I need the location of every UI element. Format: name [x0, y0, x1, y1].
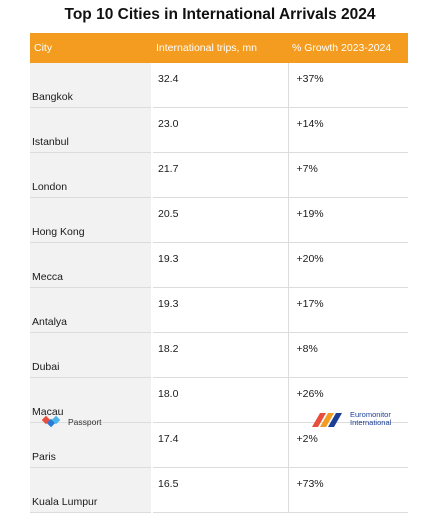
- passport-label: Passport: [68, 417, 102, 427]
- city-cell: Istanbul: [30, 107, 153, 153]
- city-cell: Dubai: [30, 332, 153, 378]
- growth-cell: +37%: [288, 63, 408, 108]
- trips-cell: 18.0: [152, 377, 289, 423]
- trips-cell: 19.3: [152, 242, 289, 288]
- passport-icon: [42, 415, 61, 428]
- city-cell: Mecca: [30, 242, 153, 288]
- growth-cell: +8%: [288, 332, 408, 378]
- table-row: Istanbul 23.0 +14%: [30, 107, 408, 153]
- growth-cell: +20%: [288, 242, 408, 288]
- arrivals-table: City International trips, mn % Growth 20…: [30, 33, 408, 513]
- growth-cell: +73%: [288, 467, 408, 513]
- table-row: Dubai 18.2 +8%: [30, 332, 408, 378]
- city-cell: London: [30, 152, 153, 198]
- trips-cell: 23.0: [152, 107, 289, 153]
- growth-cell: +19%: [288, 197, 408, 243]
- euromonitor-label-line2: International: [350, 418, 392, 427]
- trips-cell: 20.5: [152, 197, 289, 243]
- euromonitor-label-line1: Euromonitor: [350, 410, 391, 419]
- growth-cell: +26%: [288, 377, 408, 423]
- growth-cell: +2%: [288, 422, 408, 468]
- growth-cell: +14%: [288, 107, 408, 153]
- trips-cell: 17.4: [152, 422, 289, 468]
- passport-logo: Passport: [42, 415, 102, 429]
- euromonitor-icon: [312, 413, 342, 427]
- trips-cell: 19.3: [152, 287, 289, 333]
- trips-cell: 32.4: [152, 63, 289, 108]
- table-body: Bangkok 32.4 +37% Istanbul 23.0 +14% London 21.…: [30, 63, 408, 513]
- table-row: Antalya 19.3 +17%: [30, 287, 408, 333]
- table-row: Paris 17.4 +2%: [30, 422, 408, 468]
- city-cell: Antalya: [30, 287, 153, 333]
- table-header-row: City International trips, mn % Growth 20…: [30, 33, 408, 63]
- euromonitor-logo: Euromonitor International: [312, 411, 391, 427]
- city-cell: Kuala Lumpur: [30, 467, 153, 513]
- growth-cell: +17%: [288, 287, 408, 333]
- table-row: London 21.7 +7%: [30, 152, 408, 198]
- growth-cell: +7%: [288, 152, 408, 198]
- trips-cell: 18.2: [152, 332, 289, 378]
- column-header-city: City: [30, 33, 152, 63]
- table-row: Kuala Lumpur 16.5 +73%: [30, 467, 408, 513]
- city-cell: Hong Kong: [30, 197, 153, 243]
- city-cell: Paris: [30, 422, 153, 468]
- table-row: Hong Kong 20.5 +19%: [30, 197, 408, 243]
- city-cell: Bangkok: [30, 63, 153, 108]
- trips-cell: 16.5: [152, 467, 289, 513]
- table-row: Bangkok 32.4 +37%: [30, 63, 408, 108]
- column-header-trips: International trips, mn: [152, 33, 288, 63]
- trips-cell: 21.7: [152, 152, 289, 198]
- table-row: Mecca 19.3 +20%: [30, 242, 408, 288]
- column-header-growth: % Growth 2023-2024: [288, 33, 408, 63]
- chart-title: Top 10 Cities in International Arrivals …: [64, 6, 376, 23]
- table-row: Macau 18.0 +26%: [30, 377, 408, 423]
- city-cell: Macau: [30, 377, 153, 423]
